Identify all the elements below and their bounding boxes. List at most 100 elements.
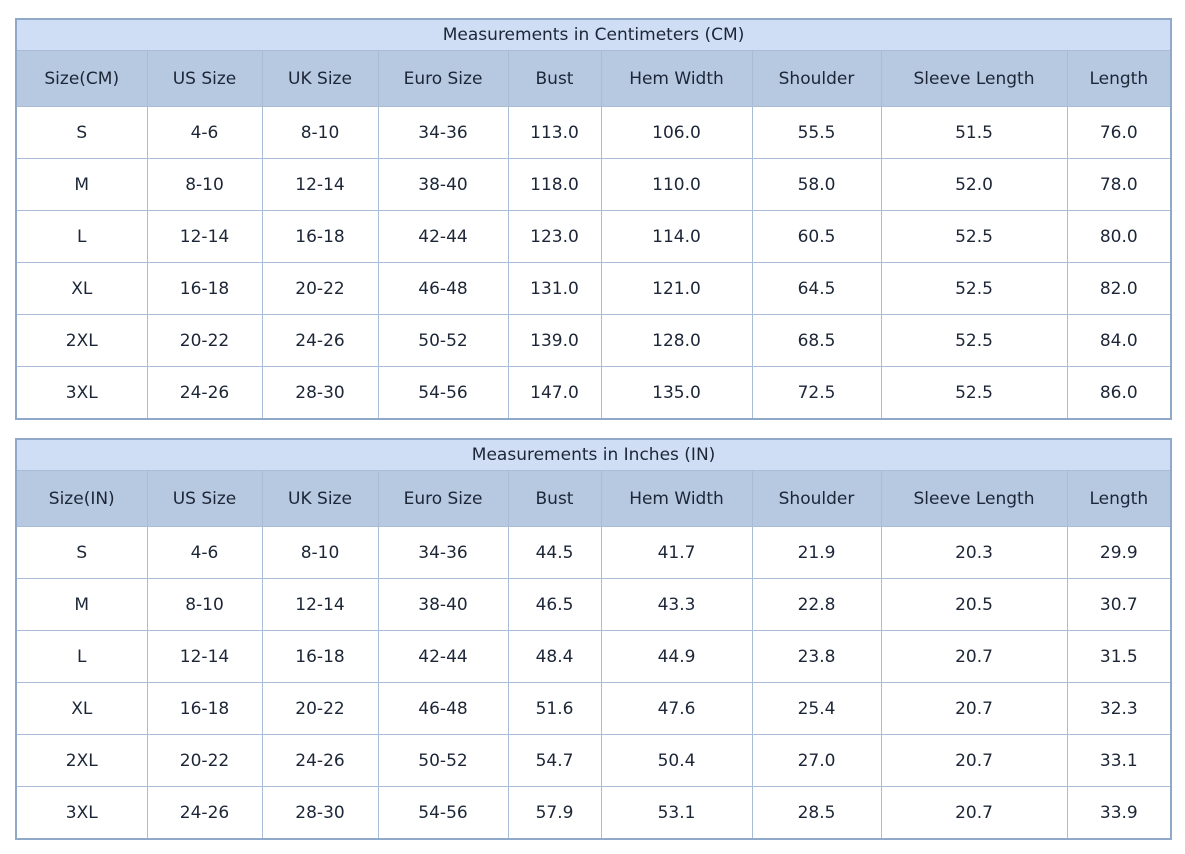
table-cell: 46-48 bbox=[377, 262, 509, 315]
table-cell: 8-10 bbox=[146, 578, 263, 631]
table-cell: 68.5 bbox=[751, 314, 882, 367]
table-cell: 20.5 bbox=[880, 578, 1068, 631]
table-cell: 78.0 bbox=[1066, 158, 1172, 211]
table-cell: 46-48 bbox=[377, 682, 509, 735]
table-cell: 123.0 bbox=[507, 210, 602, 263]
table-cell: 44.5 bbox=[507, 526, 602, 579]
table-title-row: Measurements in Inches (IN) bbox=[15, 438, 1172, 471]
column-header-row: Size(CM) US Size UK Size Euro Size Bust Hem W… bbox=[15, 50, 1172, 107]
column-header: US Size bbox=[146, 470, 263, 527]
table-cell: 76.0 bbox=[1066, 106, 1172, 159]
column-header: Size(CM) bbox=[15, 50, 148, 107]
table-cell: 2XL bbox=[15, 314, 148, 367]
table-cell: 12-14 bbox=[261, 578, 379, 631]
table-cell: 86.0 bbox=[1066, 366, 1172, 420]
table-cell: 60.5 bbox=[751, 210, 882, 263]
table-cell: 34-36 bbox=[377, 526, 509, 579]
table-cell: 53.1 bbox=[600, 786, 753, 840]
table-cell: 8-10 bbox=[261, 106, 379, 159]
table-cell: S bbox=[15, 106, 148, 159]
table-cell: 20-22 bbox=[146, 314, 263, 367]
table-row: 2XL 20-22 24-26 50-52 54.7 50.4 27.0 20.7 33.1 bbox=[15, 734, 1172, 787]
table-cell: 52.5 bbox=[880, 262, 1068, 315]
table-cell: 3XL bbox=[15, 366, 148, 420]
table-cell: 121.0 bbox=[600, 262, 753, 315]
table-cell: 22.8 bbox=[751, 578, 882, 631]
table-cell: 24-26 bbox=[146, 366, 263, 420]
table-cell: 50-52 bbox=[377, 734, 509, 787]
table-title-row: Measurements in Centimeters (CM) bbox=[15, 18, 1172, 51]
table-cell: 42-44 bbox=[377, 630, 509, 683]
column-header: Shoulder bbox=[751, 50, 882, 107]
table-cell: 3XL bbox=[15, 786, 148, 840]
table-cell: 25.4 bbox=[751, 682, 882, 735]
table-cell: 12-14 bbox=[146, 630, 263, 683]
table-cell: M bbox=[15, 158, 148, 211]
table-cell: 110.0 bbox=[600, 158, 753, 211]
table-cell: 114.0 bbox=[600, 210, 753, 263]
table-cell: 24-26 bbox=[146, 786, 263, 840]
table-cell: 28-30 bbox=[261, 786, 379, 840]
table-row: XL 16-18 20-22 46-48 51.6 47.6 25.4 20.7 32.3 bbox=[15, 682, 1172, 735]
table-cell: 131.0 bbox=[507, 262, 602, 315]
table-cell: 33.9 bbox=[1066, 786, 1172, 840]
table-cell: 54-56 bbox=[377, 366, 509, 420]
table-cell: 80.0 bbox=[1066, 210, 1172, 263]
table-cell: 147.0 bbox=[507, 366, 602, 420]
column-header: UK Size bbox=[261, 50, 379, 107]
table-cell: 16-18 bbox=[261, 630, 379, 683]
table-cell: M bbox=[15, 578, 148, 631]
table-cell: 54-56 bbox=[377, 786, 509, 840]
column-header: Euro Size bbox=[377, 470, 509, 527]
table-cell: 16-18 bbox=[146, 262, 263, 315]
table-cell: 57.9 bbox=[507, 786, 602, 840]
column-header: Sleeve Length bbox=[880, 50, 1068, 107]
table-cell: 51.6 bbox=[507, 682, 602, 735]
table-cell: 12-14 bbox=[146, 210, 263, 263]
table-cell: 47.6 bbox=[600, 682, 753, 735]
column-header: Sleeve Length bbox=[880, 470, 1068, 527]
table-cell: 23.8 bbox=[751, 630, 882, 683]
table-cell: 46.5 bbox=[507, 578, 602, 631]
table-row: 3XL 24-26 28-30 54-56 57.9 53.1 28.5 20.7 33.9 bbox=[15, 786, 1172, 840]
table-cell: 38-40 bbox=[377, 158, 509, 211]
table-cell: 8-10 bbox=[146, 158, 263, 211]
column-header: Bust bbox=[507, 470, 602, 527]
table-cell: 58.0 bbox=[751, 158, 882, 211]
table-cell: 20-22 bbox=[146, 734, 263, 787]
table-cell: 113.0 bbox=[507, 106, 602, 159]
table-cell: 28-30 bbox=[261, 366, 379, 420]
table-cell: 82.0 bbox=[1066, 262, 1172, 315]
table-cell: 20.7 bbox=[880, 630, 1068, 683]
table-cell: 52.5 bbox=[880, 314, 1068, 367]
table-cell: 20.7 bbox=[880, 734, 1068, 787]
table-cell: 24-26 bbox=[261, 734, 379, 787]
column-header: US Size bbox=[146, 50, 263, 107]
table-cell: 42-44 bbox=[377, 210, 509, 263]
table-cell: 139.0 bbox=[507, 314, 602, 367]
table-cell: 38-40 bbox=[377, 578, 509, 631]
table-cell: 44.9 bbox=[600, 630, 753, 683]
table-cell: 33.1 bbox=[1066, 734, 1172, 787]
table-cell: 48.4 bbox=[507, 630, 602, 683]
table-cell: 50.4 bbox=[600, 734, 753, 787]
table-cell: 52.0 bbox=[880, 158, 1068, 211]
table-cell: 20.7 bbox=[880, 682, 1068, 735]
column-header: Length bbox=[1066, 50, 1172, 107]
table-cell: 51.5 bbox=[880, 106, 1068, 159]
table-cell: 20.7 bbox=[880, 786, 1068, 840]
table-cell: 55.5 bbox=[751, 106, 882, 159]
table-row: S 4-6 8-10 34-36 113.0 106.0 55.5 51.5 76.0 bbox=[15, 106, 1172, 159]
table-cell: 2XL bbox=[15, 734, 148, 787]
column-header: Hem Width bbox=[600, 470, 753, 527]
table-cell: 4-6 bbox=[146, 526, 263, 579]
table-row: S 4-6 8-10 34-36 44.5 41.7 21.9 20.3 29.9 bbox=[15, 526, 1172, 579]
table-cell: 43.3 bbox=[600, 578, 753, 631]
table-cell: 8-10 bbox=[261, 526, 379, 579]
table-row: 3XL 24-26 28-30 54-56 147.0 135.0 72.5 52.5 86.0 bbox=[15, 366, 1172, 420]
table-cell: 27.0 bbox=[751, 734, 882, 787]
table-cell: 41.7 bbox=[600, 526, 753, 579]
table-cell: 20-22 bbox=[261, 262, 379, 315]
table-row: M 8-10 12-14 38-40 46.5 43.3 22.8 20.5 30.7 bbox=[15, 578, 1172, 631]
